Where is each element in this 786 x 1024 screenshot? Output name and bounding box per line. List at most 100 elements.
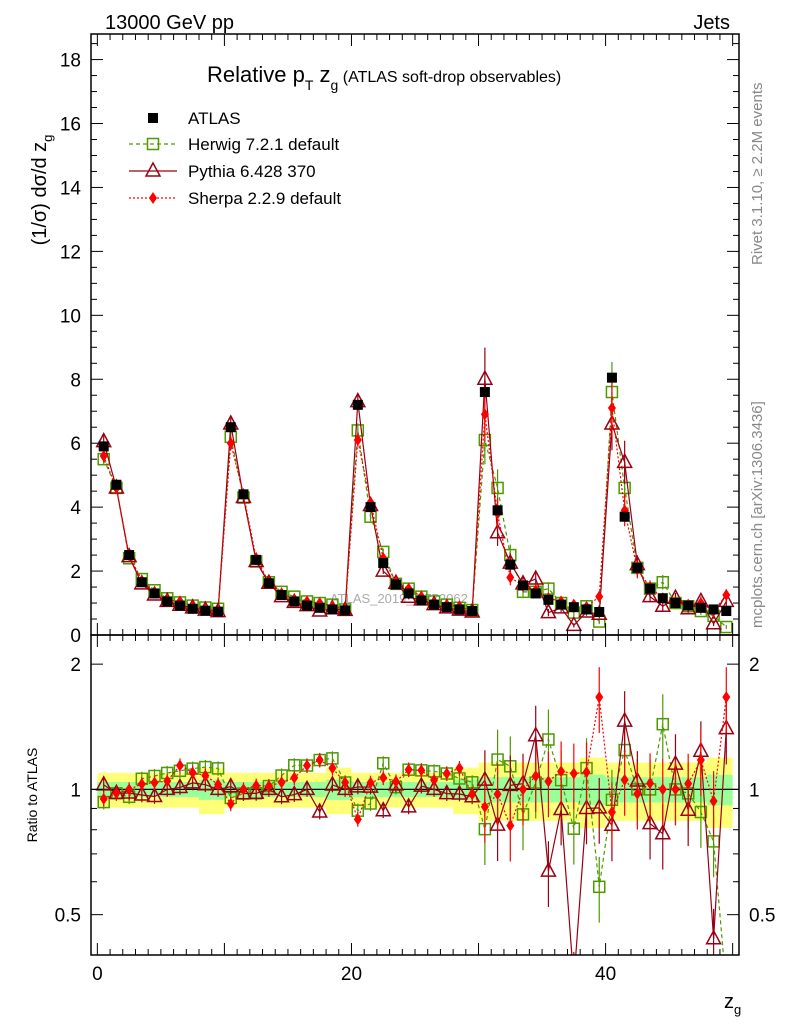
ratio-point-3: [277, 776, 286, 789]
data-point-2: [705, 614, 722, 630]
ratio-point-2: [425, 779, 443, 796]
ratio-point-1: [694, 805, 708, 819]
ratio-point-3: [404, 763, 413, 776]
x-tick-label: 40: [595, 964, 616, 985]
ratio-point-2: [273, 787, 290, 803]
ratio-point-2: [527, 726, 544, 742]
ratio-point-2: [349, 777, 367, 793]
y-tick-label-main: 18: [60, 51, 81, 72]
ratio-point-3: [519, 783, 527, 796]
ratio-point-2: [146, 786, 163, 803]
data-point-atlas: [606, 372, 617, 383]
legend-label: Herwig 7.2.1 default: [188, 135, 339, 154]
data-point-atlas: [327, 604, 338, 615]
ratio-plot-marks: [95, 667, 735, 987]
ratio-point-1: [656, 717, 670, 731]
ratio-point-1: [567, 822, 581, 835]
ratio-point-1: [542, 733, 555, 746]
y-tick-label-main: 8: [70, 370, 81, 391]
ratio-point-3: [379, 771, 388, 784]
ratio-point-3: [569, 767, 578, 780]
data-point-3: [480, 408, 489, 421]
ratio-point-3: [252, 779, 261, 792]
ratio-point-3: [315, 754, 324, 767]
ratio-point-3: [684, 777, 693, 790]
y-tick-label-ratio: 0.5: [55, 906, 81, 927]
data-point-atlas: [683, 600, 694, 611]
rivet-info: Rivet 3.1.10, ≥ 2.2M events: [749, 83, 766, 266]
y-tick-label-main: 2: [70, 562, 81, 583]
ratio-point-2: [311, 802, 328, 818]
data-point-atlas: [441, 602, 452, 613]
ratio-point-2: [578, 798, 595, 815]
header-left: 13000 GeV pp: [105, 12, 234, 34]
data-point-atlas: [162, 596, 173, 607]
ratio-point-1: [211, 762, 225, 775]
data-point-atlas: [225, 422, 236, 433]
ratio-point-2: [718, 719, 735, 735]
data-point-atlas: [568, 602, 579, 613]
ratio-point-2: [336, 779, 354, 796]
ratio-uncertainty-bands: [91, 757, 739, 828]
ratio-point-2: [567, 974, 581, 987]
y-tick-label-main: 14: [60, 178, 82, 199]
ratio-point-3: [506, 819, 515, 832]
legend-marker: [148, 113, 158, 123]
ratio-point-3: [480, 800, 489, 813]
x-axis-label: zg: [724, 991, 741, 1017]
ratio-point-2: [463, 787, 481, 803]
ratio-point-3: [366, 776, 375, 789]
data-point-atlas: [518, 580, 528, 591]
data-point-atlas: [467, 606, 478, 617]
ratio-point-2: [247, 783, 265, 800]
y-tick-label-ratio-right: 0.5: [749, 906, 775, 927]
ratio-point-2: [362, 777, 379, 793]
series-line-2: [103, 379, 727, 627]
ratio-point-2: [286, 785, 303, 801]
ratio-point-3: [303, 759, 311, 772]
data-point-atlas: [619, 511, 630, 522]
main-plot-marks: [95, 347, 735, 634]
data-point-atlas: [314, 602, 325, 613]
ratio-point-1: [592, 880, 606, 894]
data-point-atlas: [352, 399, 363, 410]
ratio-point-2: [298, 779, 316, 796]
data-point-atlas: [708, 604, 719, 615]
ratio-point-3: [722, 691, 731, 704]
data-point-atlas: [263, 578, 274, 589]
data-point-3: [607, 402, 616, 415]
data-point-atlas: [251, 554, 262, 565]
data-point-atlas: [200, 605, 211, 616]
ratio-point-3: [455, 762, 464, 775]
mcplots-info: mcplots.cern.ch [arXiv:1306.3436]: [749, 401, 766, 628]
ratio-point-2: [197, 775, 214, 791]
ratio-point-2: [235, 783, 252, 800]
data-point-atlas: [124, 550, 135, 561]
ratio-point-2: [133, 785, 151, 801]
y-tick-label-main: 12: [60, 242, 81, 263]
legend-marker: [146, 137, 160, 151]
y-tick-label-ratio-right: 1: [749, 780, 760, 801]
data-point-atlas: [454, 604, 465, 615]
legend-label: Sherpa 2.2.9 default: [188, 189, 341, 208]
data-point-atlas: [632, 562, 643, 573]
ratio-point-2: [590, 798, 608, 814]
ratio-point-2: [451, 784, 468, 800]
y-tick-label-main: 4: [70, 498, 81, 519]
data-point-atlas: [530, 588, 541, 599]
data-point-atlas: [721, 606, 732, 617]
ratio-point-3: [125, 783, 134, 796]
ratio-point-3: [188, 766, 197, 779]
data-point-2: [565, 615, 583, 632]
legend-marker: [144, 161, 162, 177]
ratio-point-2: [540, 861, 557, 877]
ratio-point-2: [552, 799, 570, 816]
ratio-point-3: [658, 783, 667, 796]
ratio-point-2: [654, 824, 672, 840]
ratio-point-3: [607, 806, 616, 819]
data-point-atlas: [111, 479, 122, 490]
ratio-point-2: [120, 783, 138, 799]
ratio-point-3: [99, 792, 108, 805]
ratio-point-3: [696, 754, 705, 767]
